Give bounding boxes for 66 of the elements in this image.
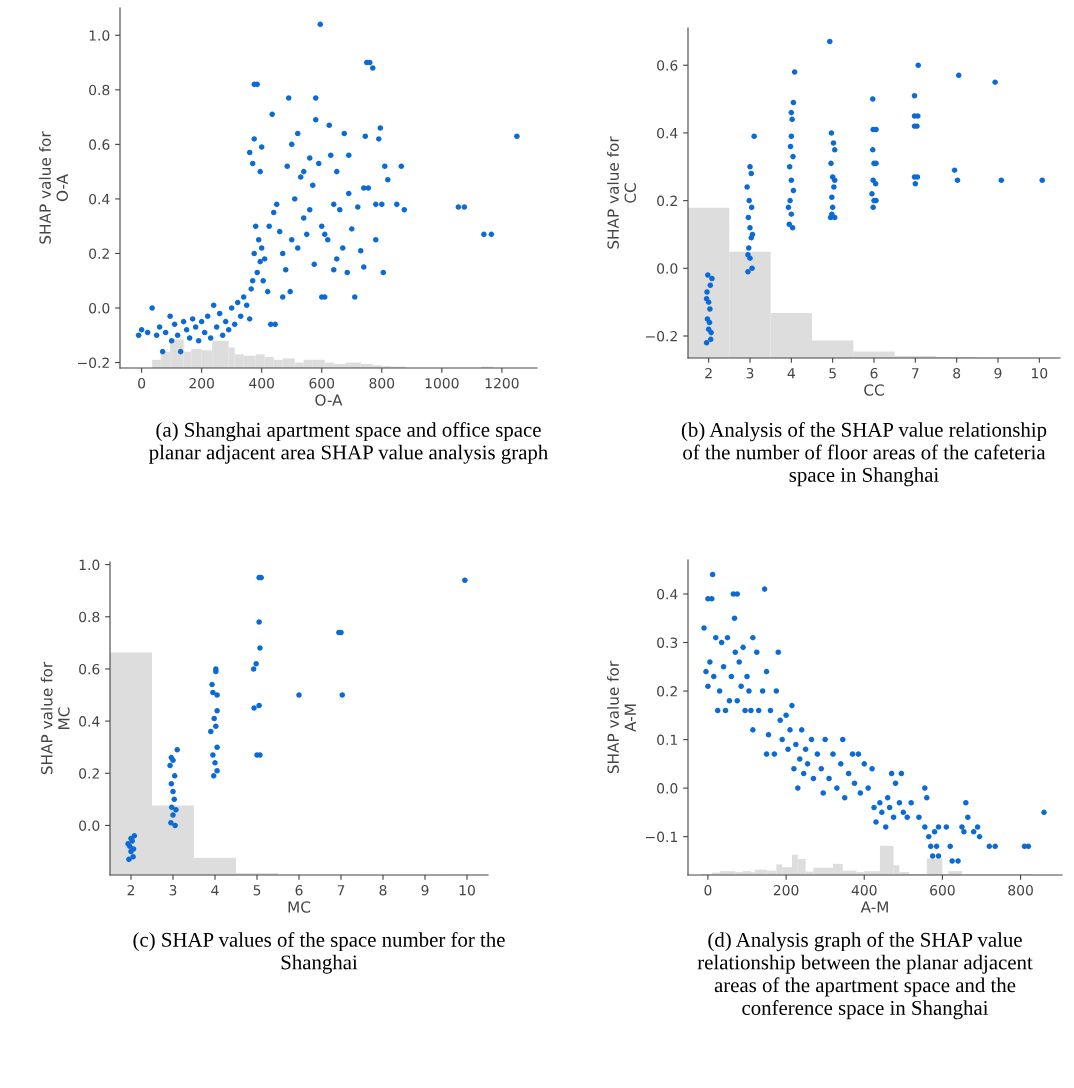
x-tick-label: 4	[787, 368, 795, 379]
x-tick-label: 5	[829, 368, 836, 379]
y-tick-label: 0.2	[79, 768, 99, 779]
x-tick-label: 10	[1032, 367, 1048, 379]
y-tick-label: 0.6	[657, 60, 678, 71]
y-tick-label: 0.0	[79, 820, 100, 831]
x-tick-label: 800	[369, 377, 395, 389]
x-tick-label: 6	[295, 884, 303, 896]
y-tick-label: 1.0	[79, 559, 100, 571]
x-tick-label: 0	[138, 377, 146, 389]
y-tick-label: −0.1	[646, 831, 677, 843]
y-tick-label: 0.2	[657, 195, 677, 207]
y-tick-label: 0.0	[89, 302, 110, 314]
x-tick-label: 2	[127, 884, 135, 896]
x-tick-label: 7	[337, 885, 345, 896]
y-tick-label: 0.4	[657, 588, 678, 600]
x-tick-label: 8	[379, 884, 387, 896]
x-axis-title: A-M	[860, 901, 888, 913]
y-tick-label: 0.2	[89, 248, 109, 259]
y-tick-label: 0.0	[657, 783, 678, 794]
y-tick-label: 0.0	[657, 263, 678, 274]
x-tick-label: 1200	[485, 377, 519, 389]
text: (b) Analysis of the SHAP value relationship of the number of floor areas of the cafeteria space in Shanghai	[681, 422, 1047, 487]
x-axis-title: O-A	[315, 394, 343, 406]
x-tick-label: 8	[953, 367, 961, 379]
x-tick-label: 9	[421, 884, 429, 896]
x-tick-label: 10	[459, 884, 475, 896]
x-tick-label: 400	[851, 884, 877, 896]
x-tick-label: 3	[746, 367, 754, 379]
x-tick-label: 4	[211, 885, 219, 896]
y-axis-title: SHAP value for CC	[607, 136, 637, 249]
x-tick-label: 0	[704, 884, 712, 896]
y-tick-label: −0.2	[646, 330, 677, 342]
y-tick-label: 0.8	[79, 611, 100, 623]
x-tick-label: 9	[994, 367, 1002, 379]
x-tick-label: 600	[309, 377, 335, 389]
y-axis-title: SHAP value for A-M	[607, 660, 636, 774]
text: (a) Shanghai apartment space and office space planar adjacent area SHAP value analysis graph	[149, 422, 548, 464]
text: (c) SHAP values of the space number for the Shanghai	[133, 932, 505, 974]
y-tick-label: 0.6	[89, 139, 110, 150]
x-tick-label: 800	[1008, 884, 1033, 896]
y-tick-label: 1.0	[89, 30, 110, 41]
x-tick-label: 3	[169, 884, 177, 896]
y-tick-label: 0.4	[79, 716, 100, 727]
x-tick-label: 7	[912, 368, 919, 379]
y-tick-label: 0.2	[657, 686, 677, 697]
text: (d) Analysis graph of the SHAP value relationship between the planar adjacent areas of the apartment space and the conference space in Shanghai	[697, 932, 1033, 1020]
x-tick-label: 6	[870, 367, 878, 379]
y-tick-label: 0.1	[657, 734, 677, 746]
y-tick-label: 0.3	[657, 637, 678, 648]
x-tick-label: 600	[930, 884, 955, 896]
x-tick-label: 400	[249, 377, 275, 389]
y-tick-label: −0.2	[78, 357, 109, 369]
y-axis-title: SHAP value for O-A	[39, 131, 69, 244]
y-tick-label: 0.4	[657, 127, 678, 139]
y-axis-title: SHAP value for MC	[40, 661, 70, 775]
x-tick-label: 2	[705, 367, 712, 379]
y-tick-label: 0.8	[89, 84, 110, 96]
x-axis-title: CC	[864, 384, 884, 396]
x-axis-title: MC	[288, 901, 311, 913]
x-tick-label: 5	[253, 885, 261, 896]
x-tick-label: 200	[773, 884, 799, 896]
y-tick-label: 0.4	[89, 193, 110, 205]
y-tick-label: 0.6	[79, 663, 100, 675]
x-tick-label: 200	[189, 377, 214, 389]
x-tick-label: 1000	[425, 377, 459, 389]
